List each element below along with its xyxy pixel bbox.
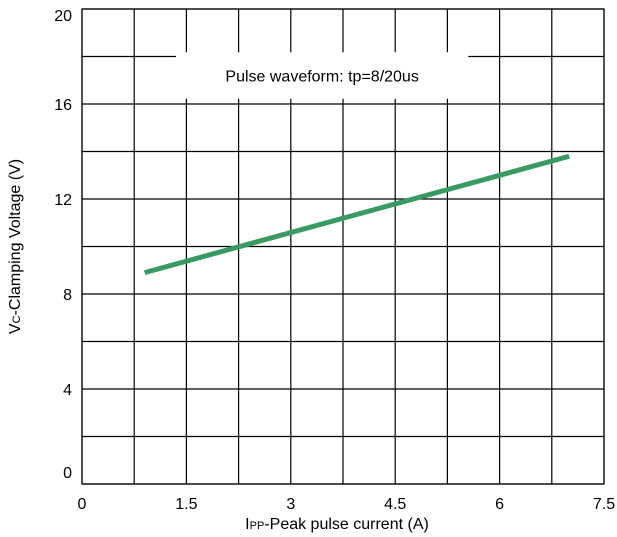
x-axis-label-sub: PP: [250, 520, 265, 532]
x-tick-label: 6: [495, 496, 504, 513]
x-axis-label-rest: -Peak pulse current (A): [264, 516, 429, 533]
y-tick-label: 12: [54, 192, 72, 209]
y-tick-label: 8: [63, 287, 72, 304]
y-axis-label-rest: -Clamping Voltage (V): [7, 159, 24, 316]
x-axis-label-main: I: [245, 516, 249, 533]
x-axis-label: IPP-Peak pulse current (A): [245, 516, 429, 533]
annotation-text: Pulse waveform: tp=8/20us: [225, 68, 418, 85]
y-tick-labels: 0 4 8 12 16 20: [54, 8, 72, 482]
plot-frame: [81, 8, 605, 485]
x-tick-label: 4.5: [384, 496, 406, 513]
x-tick-label: 3: [286, 496, 295, 513]
y-axis-label-main: V: [7, 323, 24, 334]
x-tick-labels: 0 1.5 3 4.5 6 7.5: [78, 496, 616, 513]
x-tick-label: 7.5: [593, 496, 615, 513]
annotation-background: [175, 52, 469, 99]
x-tick-label: 1.5: [175, 496, 197, 513]
series-line-0: [143, 153, 570, 276]
y-axis-label-sub: C: [11, 315, 23, 323]
y-tick-label: 0: [63, 465, 72, 482]
y-axis-label: VC-Clamping Voltage (V): [7, 159, 24, 334]
y-tick-label: 16: [54, 97, 72, 114]
y-tick-label: 4: [63, 382, 72, 399]
y-tick-label: 20: [54, 8, 72, 25]
x-tick-label: 0: [78, 496, 87, 513]
series-group: [143, 153, 570, 276]
